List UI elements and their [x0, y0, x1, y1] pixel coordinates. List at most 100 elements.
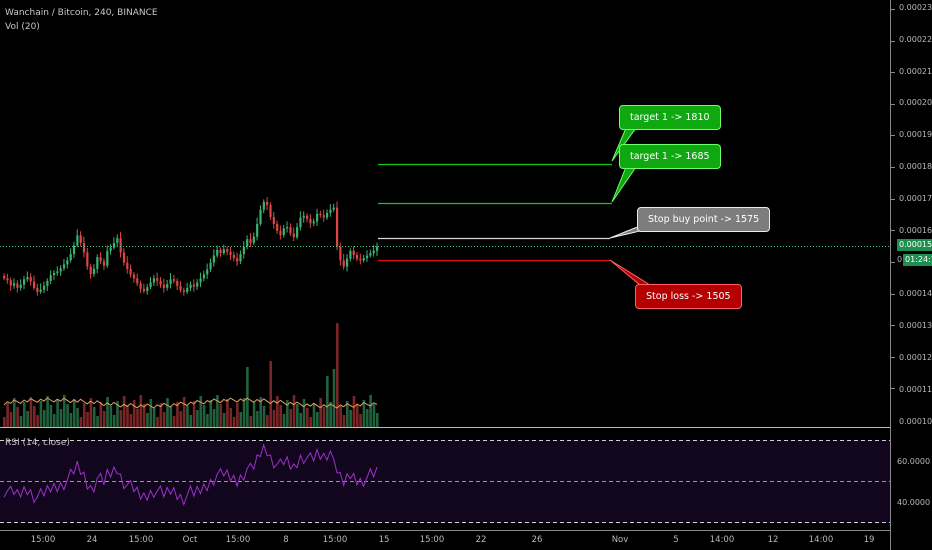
callout-target-1810[interactable]: target 1 -> 1810 [619, 105, 721, 130]
candle-up [149, 282, 152, 288]
time-label: Oct [182, 535, 198, 545]
candle-up [332, 207, 335, 210]
volume-bar [152, 408, 156, 427]
candle-down [306, 215, 309, 219]
volume-bar [279, 405, 282, 427]
candle-down [32, 281, 36, 288]
candle-up [92, 268, 96, 274]
candle-down [322, 215, 325, 218]
callout-stop-buy[interactable]: Stop buy point -> 1575 [637, 207, 771, 232]
candle-down [319, 213, 322, 216]
time-label: 19 [863, 535, 875, 545]
volume-bar [6, 403, 9, 427]
price-label: 0.0001600 [899, 226, 932, 235]
callout-stop-loss[interactable]: Stop loss -> 1505 [635, 284, 742, 309]
volume-bar [312, 403, 316, 427]
candle-up [52, 272, 56, 276]
volume-bar [216, 395, 219, 427]
volume-bar [179, 411, 183, 427]
volume-bar [39, 401, 43, 427]
candle-up [62, 264, 66, 269]
candle-up [49, 275, 52, 281]
volume-bar [9, 412, 13, 427]
candle-down [82, 242, 86, 253]
volume-bar [232, 417, 236, 427]
candle-up [116, 238, 119, 243]
candle-up [96, 257, 99, 269]
volume-bar [262, 406, 266, 427]
candle-up [286, 227, 289, 229]
candle-down [126, 262, 129, 269]
symbol-title[interactable]: Wanchain / Bitcoin, 240, BINANCE [5, 8, 158, 18]
candle-up [196, 282, 199, 287]
candle-down [266, 201, 269, 206]
candle-up [12, 283, 16, 286]
volume-bar [209, 400, 213, 427]
volume-bar [19, 416, 23, 427]
candle-down [89, 266, 92, 274]
volume-bar [82, 403, 86, 427]
candle-down [6, 278, 9, 281]
price-label: 0.0001300 [899, 321, 932, 330]
volume-bar [62, 395, 66, 427]
candle-up [296, 227, 299, 238]
candle-down [119, 238, 122, 253]
current-price-tag: 0.0001549 [897, 239, 932, 251]
volume-bar [329, 402, 332, 427]
callout-pointer-target-1685 [611, 166, 637, 203]
candle-down [269, 205, 272, 218]
volume-bar [159, 403, 163, 427]
candle-up [365, 255, 369, 259]
volume-bar [102, 411, 106, 427]
candle-up [189, 284, 192, 288]
volume-bar [126, 405, 129, 427]
candle-up [206, 269, 209, 275]
time-label: 15:00 [225, 535, 251, 545]
price-label: 0.0001900 [899, 130, 932, 139]
candle-up [19, 284, 22, 288]
candle-up [299, 217, 302, 228]
volume-bar [59, 409, 63, 427]
candle-up [42, 285, 46, 290]
volume-bar [132, 400, 136, 427]
volume-bar [36, 415, 39, 427]
volume-bar [196, 410, 199, 427]
volume-bar [375, 413, 379, 427]
volume-bar [56, 400, 59, 427]
volume-bar [229, 408, 233, 427]
volume-bar [296, 404, 299, 427]
candle-up [22, 279, 26, 285]
callout-target-1685[interactable]: target 1 -> 1685 [619, 144, 721, 169]
time-label: Nov [611, 535, 629, 545]
candle-down [359, 258, 362, 261]
volume-bar [322, 407, 326, 427]
candle-up [146, 287, 149, 292]
volume-bar [289, 409, 292, 427]
volume-bar [276, 396, 279, 427]
candle-down [232, 254, 235, 259]
time-label: 15:00 [128, 535, 154, 545]
volume-bar [89, 398, 93, 427]
rsi-legend[interactable]: RSI (14, close) [5, 438, 70, 448]
callout-pointer-stop-buy [609, 225, 641, 239]
candle-up [326, 212, 329, 218]
price-label: 0.0002300 [899, 3, 932, 12]
time-label: 12 [767, 535, 779, 545]
volume-bar [52, 414, 56, 427]
volume-bar [129, 414, 133, 427]
candle-up [56, 271, 59, 273]
volume-legend[interactable]: Vol (20) [5, 22, 40, 32]
volume-bar [316, 412, 319, 427]
volume-bar [206, 414, 209, 427]
candle-up [262, 201, 265, 210]
volume-bar [306, 408, 309, 427]
volume-bar [345, 401, 349, 427]
candle-up [372, 250, 375, 254]
volume-bar [186, 406, 189, 427]
time-label: 8 [283, 535, 289, 545]
candle-down [132, 274, 136, 279]
rsi-line [3, 443, 378, 507]
volume-bar [176, 402, 179, 427]
time-label: 24 [86, 535, 98, 545]
